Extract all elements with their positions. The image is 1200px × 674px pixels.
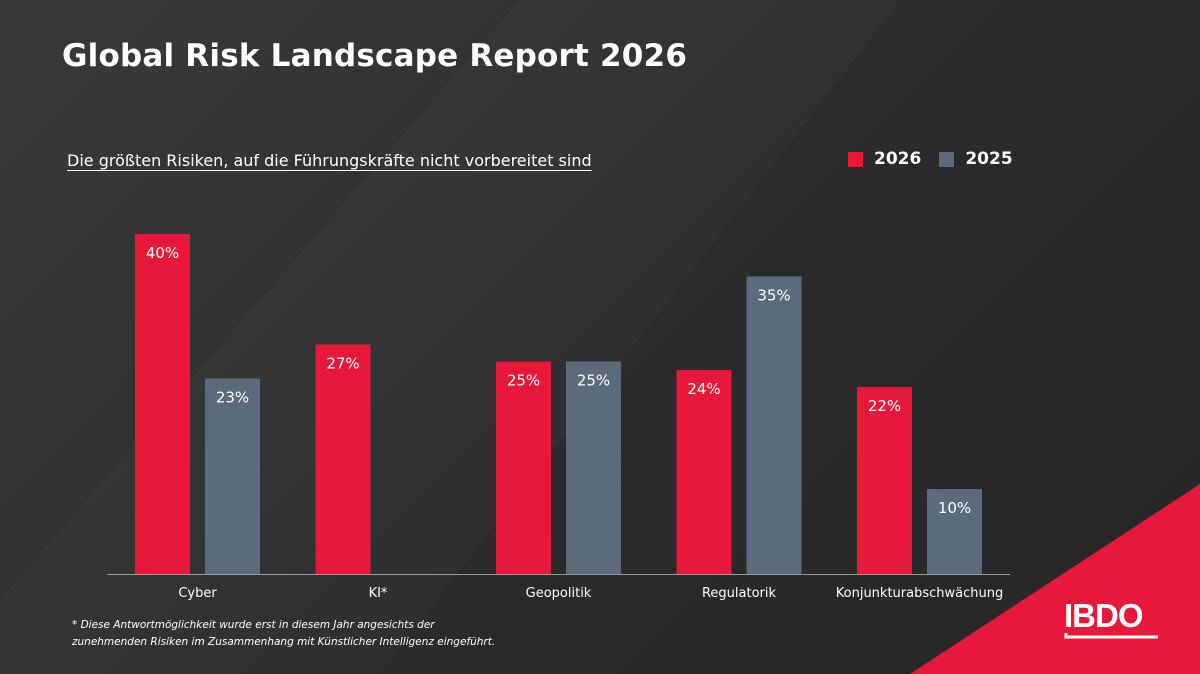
legend-item-2026: 2026	[848, 149, 921, 169]
page-title: Global Risk Landscape Report 2026	[62, 38, 688, 74]
footnote-line-2: zunehmenden Risiken im Zusammenhang mit …	[72, 636, 496, 648]
data-label-2026-4: 22%	[868, 397, 901, 415]
data-label-2025-0: 23%	[216, 389, 249, 407]
chart-legend: 2026 2025	[848, 149, 1031, 169]
legend-swatch-2026	[848, 151, 863, 167]
x-tick-label-4: Konjunkturabschwächung	[836, 586, 1003, 601]
legend-label-2026: 2026	[874, 149, 922, 169]
data-label-2026-0: 40%	[146, 244, 179, 262]
bar-2025-3	[746, 276, 802, 574]
data-label-2025-2: 25%	[577, 372, 610, 390]
x-tick-label-3: Regulatorik	[702, 586, 777, 601]
bar-2026-1	[315, 344, 371, 574]
corner-accent-triangle	[910, 484, 1200, 674]
bar-2026-3	[676, 370, 732, 574]
legend-item-2025: 2025	[939, 149, 1013, 169]
legend-swatch-2025	[939, 151, 955, 167]
data-label-2026-1: 27%	[326, 355, 359, 373]
footnote-line-1: * Diese Antwortmöglichkeit wurde erst in…	[72, 619, 435, 631]
data-label-2025-3: 35%	[757, 287, 790, 305]
x-tick-label-2: Geopolitik	[526, 586, 592, 601]
data-label-2025-4: 10%	[938, 499, 971, 517]
svg-text:IBDO: IBDO	[1064, 597, 1143, 634]
chart-subtitle: Die größten Risiken, auf die Führungskrä…	[67, 151, 592, 170]
x-tick-label-1: KI*	[369, 586, 388, 601]
x-tick-label-0: Cyber	[178, 586, 217, 601]
data-label-2026-3: 24%	[687, 380, 720, 398]
data-label-2026-2: 25%	[507, 372, 540, 390]
footnote: * Diese Antwortmöglichkeit wurde erst in…	[72, 617, 592, 651]
legend-label-2025: 2025	[965, 149, 1013, 169]
bar-2026-2	[496, 361, 551, 574]
bar-2026-4	[857, 387, 912, 574]
bar-2025-2	[566, 361, 621, 574]
bar-2025-0	[205, 378, 260, 574]
bdo-logo: IBDO	[1064, 597, 1158, 639]
bar-2026-0	[135, 234, 190, 574]
bar-2025-4	[927, 489, 982, 574]
